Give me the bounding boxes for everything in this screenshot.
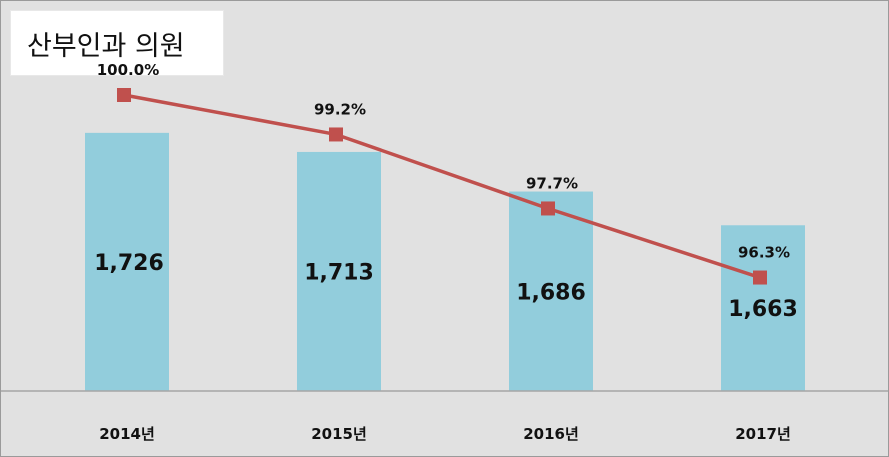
bar bbox=[85, 132, 169, 391]
x-tick-label: 2015년 bbox=[311, 425, 367, 443]
bar bbox=[721, 225, 805, 391]
bar-value-label: 1,713 bbox=[304, 260, 374, 285]
bar bbox=[297, 151, 381, 391]
line-value-label: 99.2% bbox=[314, 100, 366, 118]
bar-value-label: 1,686 bbox=[516, 280, 586, 305]
line-series bbox=[123, 93, 761, 280]
line-marker bbox=[329, 127, 343, 142]
chart-title: 산부인과 의원 bbox=[11, 11, 223, 75]
line-value-label: 96.3% bbox=[738, 244, 790, 262]
x-tick-label: 2016년 bbox=[523, 425, 579, 443]
bar-value-label: 1,663 bbox=[728, 297, 798, 322]
line-value-label: 97.7% bbox=[526, 174, 578, 192]
bar-value-label: 1,726 bbox=[94, 251, 164, 276]
x-tick-label: 2017년 bbox=[735, 425, 791, 443]
line-marker bbox=[541, 201, 555, 216]
x-tick-label: 2014년 bbox=[99, 425, 155, 443]
line-value-label: 100.0% bbox=[97, 61, 159, 79]
bar bbox=[509, 191, 593, 391]
line-marker bbox=[753, 270, 767, 285]
line-marker bbox=[117, 88, 131, 102]
